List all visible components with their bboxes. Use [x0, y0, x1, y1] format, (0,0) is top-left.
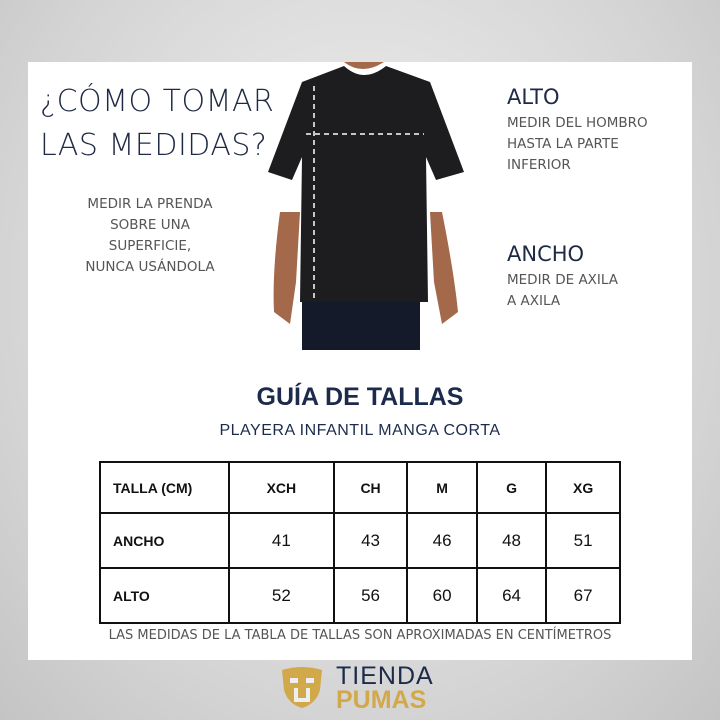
table-row: ALTO 52 56 60 64 67: [99, 567, 621, 624]
pumas-logo-icon: [282, 667, 322, 708]
ancho-line: A AXILA: [507, 293, 561, 309]
logo-text-pumas: PUMAS: [336, 686, 427, 714]
header-cell: M: [406, 461, 478, 514]
tshirt-model-image: [268, 62, 464, 350]
row-label: ALTO: [99, 567, 230, 624]
table-cell: 41: [228, 512, 335, 569]
size-table: TALLA (CM) XCH CH M G XG ANCHO 41 43 46 …: [99, 461, 621, 624]
header-cell: CH: [332, 461, 409, 514]
logo-text-tienda: TIENDA: [336, 662, 434, 690]
how-to-measure-heading: ¿CÓMO TOMAR LAS MEDIDAS?: [40, 80, 274, 168]
table-row: ANCHO 41 43 46 48 51: [99, 512, 621, 569]
table-cell: 60: [406, 567, 478, 624]
alto-line: INFERIOR: [507, 157, 571, 173]
table-cell: 43: [332, 512, 409, 569]
table-header-row: TALLA (CM) XCH CH M G XG: [99, 461, 621, 514]
alto-title: ALTO: [507, 85, 560, 109]
alto-section: ALTO MEDIR DEL HOMBRO HASTA LA PARTE INF…: [507, 85, 648, 176]
size-guide-title: GUÍA DE TALLAS: [256, 383, 464, 411]
row-label: ANCHO: [99, 512, 230, 569]
note-line: NUNCA USÁNDOLA: [85, 259, 215, 275]
tienda-pumas-logo: TIENDA PUMAS: [278, 662, 434, 714]
table-cell: 56: [332, 567, 409, 624]
table-cell: 67: [545, 567, 621, 624]
ancho-title: ANCHO: [507, 242, 585, 266]
size-guide-subtitle: PLAYERA INFANTIL MANGA CORTA: [219, 422, 501, 439]
alto-line: MEDIR DEL HOMBRO: [507, 115, 648, 131]
heading-line: LAS MEDIDAS?: [40, 128, 268, 163]
header-cell: XCH: [228, 461, 335, 514]
table-cell: 51: [545, 512, 621, 569]
note-line: SOBRE UNA: [110, 217, 190, 233]
note-line: SUPERFICIE,: [108, 238, 192, 254]
heading-line: ¿CÓMO TOMAR: [40, 84, 275, 119]
note-line: MEDIR LA PRENDA: [87, 196, 213, 212]
ancho-section: ANCHO MEDIR DE AXILA A AXILA: [507, 242, 618, 312]
table-cell: 48: [475, 512, 548, 569]
ancho-line: MEDIR DE AXILA: [507, 272, 618, 288]
measure-note: MEDIR LA PRENDA SOBRE UNA SUPERFICIE, NU…: [60, 194, 240, 278]
header-cell: XG: [545, 461, 621, 514]
alto-line: HASTA LA PARTE: [507, 136, 619, 152]
table-cell: 46: [406, 512, 478, 569]
table-cell: 64: [475, 567, 548, 624]
table-cell: 52: [228, 567, 335, 624]
footnote: LAS MEDIDAS DE LA TABLA DE TALLAS SON AP…: [108, 628, 612, 643]
header-cell: G: [475, 461, 548, 514]
header-cell: TALLA (CM): [99, 461, 230, 514]
